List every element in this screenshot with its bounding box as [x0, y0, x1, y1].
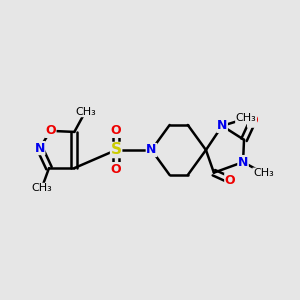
Text: N: N	[34, 142, 45, 154]
Text: CH₃: CH₃	[236, 113, 256, 124]
Text: O: O	[225, 173, 236, 187]
Text: N: N	[217, 119, 227, 132]
Text: O: O	[248, 114, 258, 127]
Text: S: S	[111, 142, 122, 158]
Text: O: O	[45, 124, 56, 137]
Text: N: N	[146, 143, 157, 157]
Text: O: O	[111, 124, 122, 137]
Text: O: O	[111, 163, 122, 176]
Text: CH₃: CH₃	[75, 107, 96, 117]
Text: CH₃: CH₃	[253, 168, 274, 178]
Text: N: N	[238, 156, 248, 169]
Text: CH₃: CH₃	[31, 183, 52, 193]
